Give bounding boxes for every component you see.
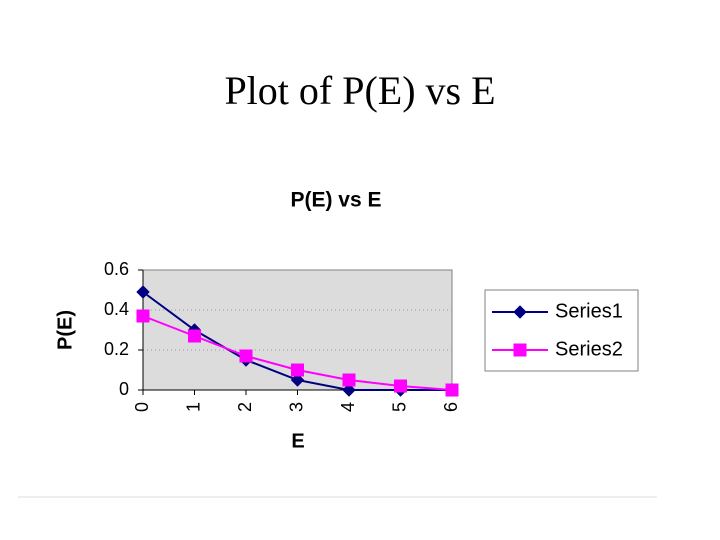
data-point — [136, 309, 150, 323]
y-tick-label: 0.6 — [104, 259, 129, 279]
data-point — [394, 379, 407, 393]
x-axis-title: E — [291, 430, 304, 452]
x-tick-label: 4 — [338, 402, 358, 412]
y-tick-label: 0 — [119, 379, 129, 399]
x-tick-label: 5 — [389, 402, 409, 412]
data-point — [239, 349, 253, 363]
chart-title: P(E) vs E — [290, 189, 381, 212]
data-point — [136, 285, 150, 299]
data-point — [445, 383, 459, 397]
legend-label: Series2 — [555, 338, 623, 360]
data-point — [342, 383, 356, 397]
legend-marker — [513, 305, 527, 319]
x-tick-label: 0 — [132, 402, 152, 412]
legend-marker — [513, 343, 527, 357]
legend-label: Series1 — [555, 300, 623, 322]
x-tick-label: 3 — [286, 402, 306, 412]
y-tick-label: 0.2 — [104, 339, 129, 359]
legend — [484, 289, 639, 372]
data-point — [188, 329, 201, 343]
x-tick-label: 2 — [235, 402, 255, 412]
data-point — [342, 373, 356, 387]
y-tick-label: 0.4 — [104, 299, 129, 319]
x-tick-label: 1 — [183, 402, 203, 412]
x-tick-label: 6 — [441, 402, 461, 412]
data-point — [290, 373, 305, 387]
slide-title: Plot of P(E) vs E — [224, 68, 495, 113]
y-axis-title: P(E) — [54, 310, 76, 350]
data-point — [291, 363, 304, 377]
